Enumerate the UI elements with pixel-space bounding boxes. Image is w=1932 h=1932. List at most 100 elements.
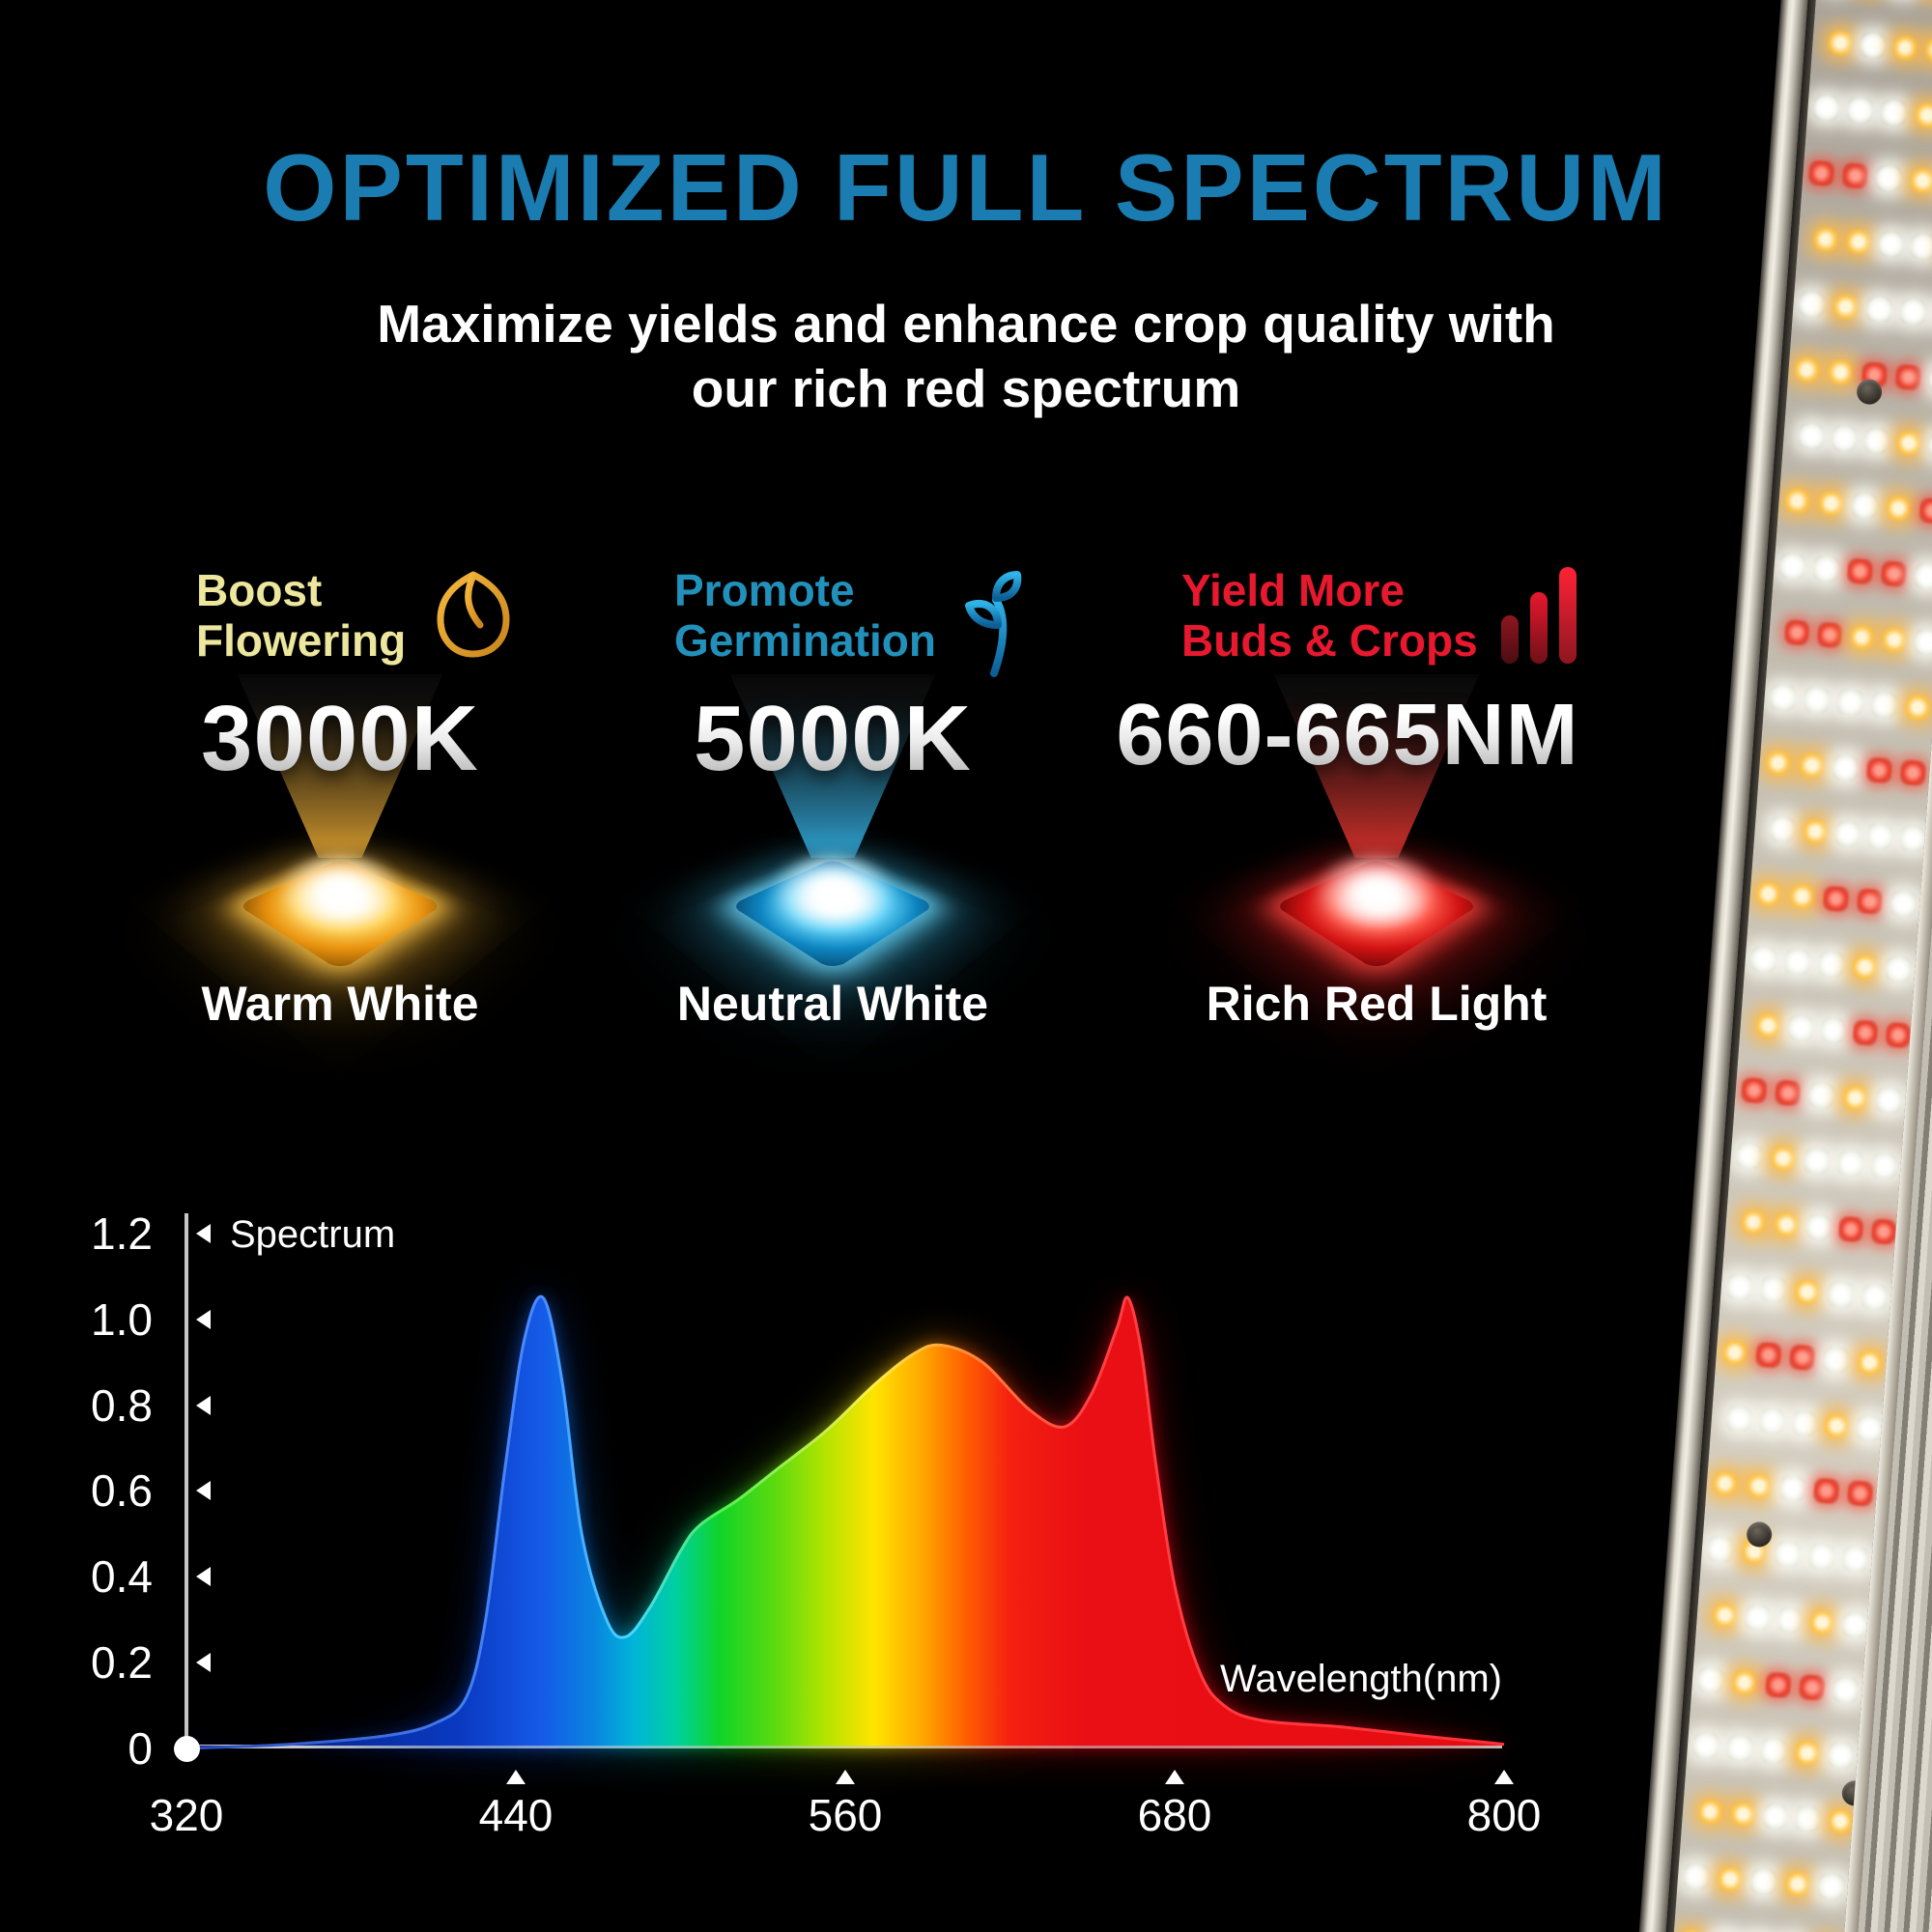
warm-chip-hotspot <box>277 850 403 933</box>
led-row <box>1719 1255 1893 1333</box>
y-tick-label: 1.0 <box>91 1293 153 1345</box>
white-led <box>1759 1275 1787 1303</box>
red-led <box>1822 885 1850 913</box>
y-tick-triangle <box>196 1653 211 1673</box>
white-led <box>1910 233 1932 261</box>
y-tick-triangle <box>196 1395 211 1415</box>
white-led <box>1860 32 1886 59</box>
white-led <box>1795 1805 1821 1833</box>
white-led <box>1836 689 1864 716</box>
x-tick-triangle <box>1165 1770 1184 1784</box>
tagline-line-2: Flowering <box>196 615 407 666</box>
warm-led <box>1712 1602 1738 1629</box>
led-row <box>1723 1189 1898 1267</box>
warm-led <box>1817 490 1845 517</box>
warm-led <box>1717 1865 1744 1893</box>
white-led <box>1759 1737 1787 1765</box>
white-led <box>1726 1405 1752 1433</box>
bars-icon <box>1497 565 1584 670</box>
warm-led <box>1798 752 1826 780</box>
warm-led <box>1845 228 1871 256</box>
white-led <box>1875 1087 1903 1115</box>
led-row <box>1733 1059 1908 1137</box>
white-led <box>1787 1014 1814 1042</box>
tagline-line-2: Germination <box>674 615 936 666</box>
white-led <box>1812 554 1840 582</box>
red-led <box>1894 363 1922 391</box>
white-led <box>1683 1862 1711 1890</box>
feature-warm-tagline: Boost Flowering <box>196 565 522 670</box>
warm-led <box>1827 358 1855 386</box>
grow-light-bar-photo <box>1631 0 1932 1932</box>
tagline-line-1: Boost <box>196 565 323 615</box>
white-led <box>1841 1545 1869 1573</box>
led-row <box>1747 862 1922 940</box>
white-led <box>1758 1407 1785 1435</box>
warm-led <box>1881 626 1908 654</box>
white-led <box>1798 291 1826 318</box>
red-led <box>1856 888 1884 915</box>
white-led <box>1749 1867 1777 1895</box>
red-led <box>1870 1218 1897 1245</box>
warm-led <box>1856 1349 1884 1377</box>
warm-led <box>1914 101 1932 129</box>
red-led <box>1841 162 1869 189</box>
red-led <box>1865 756 1893 784</box>
white-led <box>1928 432 1932 460</box>
warm-led <box>1764 749 1792 777</box>
warm-led <box>1802 817 1829 845</box>
white-led <box>1899 825 1926 853</box>
warm-led <box>1721 1339 1748 1367</box>
y-axis-line <box>185 1213 188 1750</box>
warm-led <box>1754 880 1782 908</box>
warm-led <box>1849 623 1875 651</box>
white-led <box>1856 1414 1883 1442</box>
label-neutral-white: Neutral White <box>676 977 989 1031</box>
led-row <box>1767 600 1932 678</box>
led-row <box>1743 927 1918 1006</box>
origin-dot <box>174 1736 200 1762</box>
white-led <box>1769 684 1797 711</box>
x-tick-label: 320 <box>149 1790 224 1840</box>
tagline-text: Boost Flowering <box>196 565 406 666</box>
red-led <box>1880 560 1908 587</box>
red-led <box>1846 557 1874 585</box>
white-led <box>1692 1732 1719 1759</box>
page-title: OPTIMIZED FULL SPECTRUM <box>263 134 1669 241</box>
y-tick-triangle <box>196 1223 211 1243</box>
x-tick-label: 560 <box>808 1790 883 1840</box>
red-led <box>1885 1021 1912 1049</box>
white-led <box>1831 424 1858 452</box>
white-led <box>1899 298 1927 326</box>
subtitle-line-1: Maximize yields and enhance crop quality… <box>377 294 1555 354</box>
led-row <box>1757 730 1932 809</box>
y-tick-triangle <box>196 1309 211 1329</box>
feature-neutral-tagline: Promote Germination <box>674 565 1037 686</box>
red-led <box>1838 1215 1864 1243</box>
white-led <box>1822 1346 1850 1374</box>
y-tick-label: 0.8 <box>91 1379 153 1431</box>
white-led <box>1851 492 1879 520</box>
white-led <box>1778 1474 1806 1502</box>
tulip-icon <box>425 565 522 670</box>
white-led <box>1735 1142 1763 1170</box>
warm-led <box>1909 167 1932 195</box>
white-led <box>1774 1540 1802 1568</box>
tagline-line-1: Promote <box>674 565 855 615</box>
y-tick-label: 0.4 <box>91 1551 153 1603</box>
red-led <box>1764 1671 1792 1699</box>
warm-led <box>1824 1412 1850 1439</box>
led-row <box>1728 1123 1903 1202</box>
y-tick-label: 0.2 <box>91 1637 153 1689</box>
red-led <box>1899 759 1927 786</box>
x-tick-label: 800 <box>1466 1790 1542 1840</box>
page-subtitle: Maximize yields and enhance crop quality… <box>242 292 1690 421</box>
warm-led <box>1740 1208 1767 1236</box>
red-chip-hotspot <box>1314 850 1439 933</box>
white-led <box>1865 296 1893 324</box>
value-warm: 3000K <box>99 686 582 792</box>
white-led <box>1783 948 1811 976</box>
led-row <box>1675 1844 1850 1922</box>
white-led <box>1798 422 1825 450</box>
